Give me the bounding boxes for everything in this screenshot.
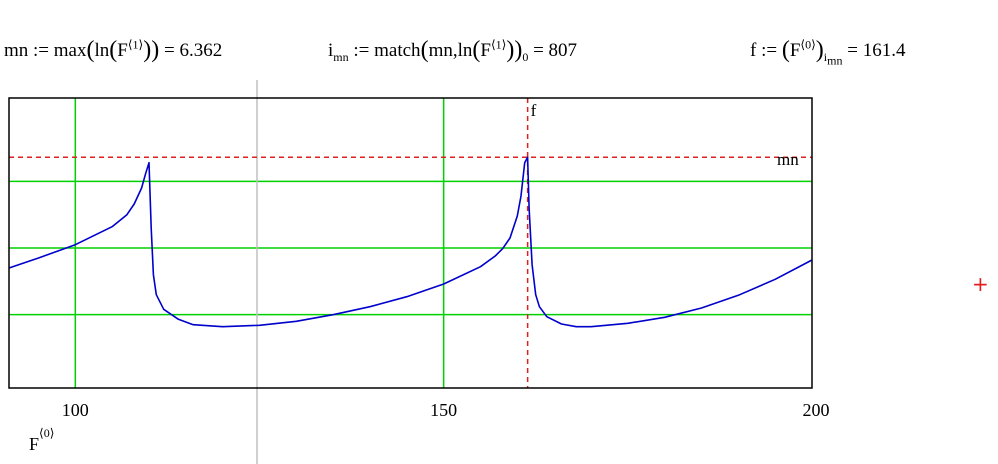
marker-label-mn: mn: [777, 150, 799, 169]
formula-imn-sup: ⟨1⟩: [490, 37, 507, 52]
formula-f-sub-i: i: [823, 49, 828, 64]
formula-f-sup: ⟨0⟩: [800, 37, 816, 52]
paren: (: [472, 37, 481, 63]
formula-f-result: 161.4: [862, 40, 906, 61]
formula-imn-func: match: [374, 40, 421, 61]
formula-imn-result: 807: [548, 40, 578, 61]
formula-mn-func: max: [53, 40, 87, 61]
x-tick-label: 200: [802, 400, 830, 420]
formula-imn-op: :=: [353, 40, 370, 61]
formula-imn-arg: F: [480, 40, 491, 61]
formula-imn-lhs-sub: mn: [333, 49, 349, 64]
formula-imn-index: 0: [522, 49, 529, 64]
x-axis-label[interactable]: F⟨0⟩: [29, 426, 54, 455]
formula-f-sub-mn: mn: [827, 53, 843, 68]
formula-f-arg: F: [789, 40, 801, 61]
formula-f-op: :=: [761, 40, 778, 61]
marker-lines: f mn: [9, 98, 812, 388]
formula-imn-arg1: mn: [428, 40, 453, 61]
formula-mn-ln: ln: [94, 40, 110, 61]
marker-label-f: f: [531, 101, 537, 120]
paren: )): [143, 37, 160, 63]
formula-f[interactable]: f := (F⟨0⟩)imn = 161.4: [750, 37, 906, 68]
paren: (: [109, 37, 118, 63]
formula-mn-lhs: mn: [4, 40, 29, 61]
paren: (: [86, 37, 95, 63]
series-line-0: [8, 156, 813, 328]
x-axis-label-var: F: [29, 434, 40, 454]
formula-imn-ln: ln: [457, 40, 473, 61]
formula-imn-lhs: i: [328, 40, 334, 61]
formula-mn[interactable]: mn := max(ln(F⟨1⟩)) = 6.362: [4, 37, 223, 63]
formula-f-lhs: f: [750, 40, 757, 61]
x-tick-label: 100: [61, 400, 89, 420]
paren: (: [781, 37, 790, 63]
formula-mn-result: 6.362: [179, 40, 223, 61]
x-axis-label-sup: ⟨0⟩: [39, 426, 55, 440]
paren: )): [506, 37, 523, 63]
series-group: [8, 156, 813, 328]
red-plus-cross-icon[interactable]: +: [972, 272, 989, 296]
grid-lines: [9, 98, 812, 388]
x-tick-label: 150: [430, 400, 458, 420]
plot-frame: [8, 97, 813, 389]
paren: ): [815, 37, 824, 63]
formula-mn-sup: ⟨1⟩: [127, 37, 144, 52]
formula-mn-op: :=: [33, 40, 50, 61]
paren: (: [420, 37, 429, 63]
formula-mn-arg: F: [117, 40, 128, 61]
formula-imn[interactable]: imn := match(mn,ln(F⟨1⟩))0 = 807: [328, 37, 578, 64]
